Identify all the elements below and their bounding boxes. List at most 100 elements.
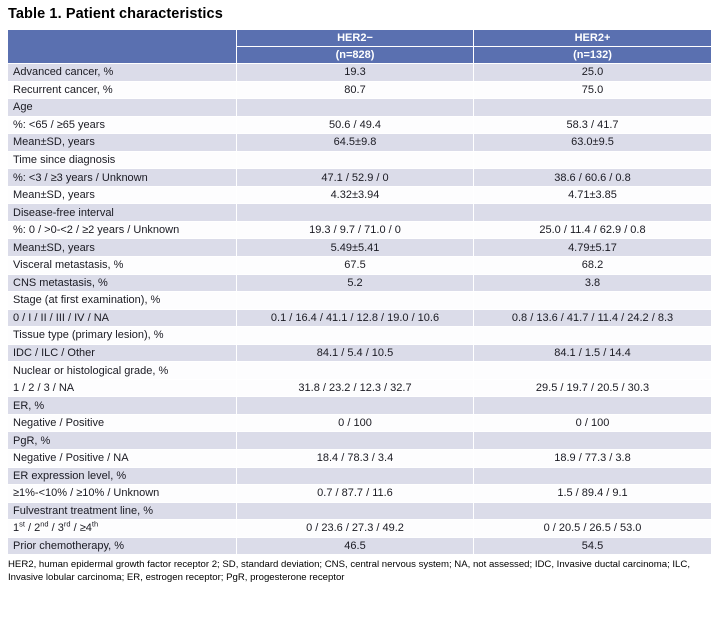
row-value (236, 326, 474, 345)
row-value (236, 361, 474, 380)
row-label: Time since diagnosis (7, 150, 237, 170)
row-value: 4.71±3.85 (473, 185, 712, 205)
table-row: ER expression level, % (7, 466, 712, 486)
table-row: PgR, % (7, 431, 712, 451)
row-label: Age (7, 98, 237, 117)
row-label: Mean±SD, years (7, 133, 237, 152)
table-row: ≥1%-<10% / ≥10% / Unknown 0.7 / 87.7 / 11… (7, 484, 712, 503)
row-value: 0 / 23.6 / 27.3 / 49.2 (236, 519, 474, 538)
row-value: 64.5±9.8 (236, 133, 474, 152)
abbreviations-footnote: HER2, human epidermal growth factor rece… (8, 559, 690, 583)
row-label: Nuclear or histological grade, % (7, 361, 237, 380)
row-value: 84.1 / 1.5 / 14.4 (473, 343, 712, 363)
table-row: Visceral metastasis, % 67.5 68.2 (7, 256, 712, 275)
row-value (236, 431, 474, 451)
table-row: Time since diagnosis (7, 150, 712, 170)
row-label: 1 / 2 / 3 / NA (7, 378, 237, 398)
row-value: 47.1 / 52.9 / 0 (236, 168, 474, 187)
row-value: 68.2 (473, 256, 712, 275)
row-label: Advanced cancer, % (7, 63, 237, 82)
row-label: Negative / Positive (7, 413, 237, 433)
row-value (473, 431, 712, 451)
row-value (473, 98, 712, 117)
row-label: PgR, % (7, 431, 237, 451)
table-row: Prior chemotherapy, % 46.5 54.5 (7, 536, 712, 556)
table-row: %: <3 / ≥3 years / Unknown 47.1 / 52.9 / … (7, 168, 712, 187)
row-value: 0.8 / 13.6 / 41.7 / 11.4 / 24.2 / 8.3 (473, 308, 712, 328)
table-row: Mean±SD, years 5.49±5.41 4.79±5.17 (7, 238, 712, 258)
table-row: 1st / 2nd / 3rd / ≥4th 0 / 23.6 / 27.3 / … (7, 519, 712, 538)
table-row: Stage (at first examination), % (7, 291, 712, 310)
row-label: 1st / 2nd / 3rd / ≥4th (7, 519, 237, 538)
row-value: 5.49±5.41 (236, 238, 474, 258)
table-row: Nuclear or histological grade, % (7, 361, 712, 380)
row-value (236, 291, 474, 310)
table-row: Recurrent cancer, % 80.7 75.0 (7, 80, 712, 100)
row-label: %: <3 / ≥3 years / Unknown (7, 168, 237, 187)
table-row: Disease-free interval (7, 203, 712, 222)
row-value: 1.5 / 89.4 / 9.1 (473, 484, 712, 503)
row-value: 25.0 / 11.4 / 62.9 / 0.8 (473, 220, 712, 240)
table-body: Advanced cancer, % 19.3 25.0 Recurrent canc… (7, 63, 712, 556)
table-row: Fulvestrant treatment line, % (7, 501, 712, 521)
header-her2-negative: HER2− (236, 29, 474, 47)
row-label: CNS metastasis, % (7, 273, 237, 293)
row-value: 0.7 / 87.7 / 11.6 (236, 484, 474, 503)
row-value: 54.5 (473, 536, 712, 556)
row-value: 4.32±3.94 (236, 185, 474, 205)
row-value: 5.2 (236, 273, 474, 293)
row-value: 80.7 (236, 80, 474, 100)
row-value (473, 361, 712, 380)
row-value: 0 / 100 (473, 413, 712, 433)
row-value: 4.79±5.17 (473, 238, 712, 258)
row-value (236, 501, 474, 521)
row-value (236, 396, 474, 415)
table-header: HER2− HER2+ (n=828) (n=132) (7, 29, 712, 64)
row-value (236, 466, 474, 486)
row-value: 25.0 (473, 63, 712, 82)
table-row: CNS metastasis, % 5.2 3.8 (7, 273, 712, 293)
row-value (236, 150, 474, 170)
row-value: 0 / 20.5 / 26.5 / 53.0 (473, 519, 712, 538)
row-label: Recurrent cancer, % (7, 80, 237, 100)
table-row: IDC / ILC / Other 84.1 / 5.4 / 10.5 84.1 /… (7, 343, 712, 363)
row-value: 18.9 / 77.3 / 3.8 (473, 449, 712, 468)
row-value: 84.1 / 5.4 / 10.5 (236, 343, 474, 363)
row-value (473, 203, 712, 222)
row-label: 0 / I / II / III / IV / NA (7, 308, 237, 328)
row-value (473, 396, 712, 415)
row-label: Prior chemotherapy, % (7, 536, 237, 556)
row-value (473, 150, 712, 170)
row-value (236, 98, 474, 117)
row-value: 46.5 (236, 536, 474, 556)
table-row: Negative / Positive / NA 18.4 / 78.3 / 3.… (7, 449, 712, 468)
row-value (473, 291, 712, 310)
row-value: 0.1 / 16.4 / 41.1 / 12.8 / 19.0 / 10.6 (236, 308, 474, 328)
row-label: Visceral metastasis, % (7, 256, 237, 275)
row-value: 18.4 / 78.3 / 3.4 (236, 449, 474, 468)
header-her2-positive: HER2+ (473, 29, 712, 47)
header-her2-negative-n: (n=828) (236, 46, 474, 64)
header-her2-positive-n: (n=132) (473, 46, 712, 64)
row-label: %: <65 / ≥65 years (7, 115, 237, 135)
row-value: 19.3 / 9.7 / 71.0 / 0 (236, 220, 474, 240)
row-label: ≥1%-<10% / ≥10% / Unknown (7, 484, 237, 503)
table-row: Advanced cancer, % 19.3 25.0 (7, 63, 712, 82)
row-value (473, 466, 712, 486)
row-value (236, 203, 474, 222)
row-value: 63.0±9.5 (473, 133, 712, 152)
table-row: Mean±SD, years 4.32±3.94 4.71±3.85 (7, 185, 712, 205)
table-row: Negative / Positive 0 / 100 0 / 100 (7, 413, 712, 433)
row-label: ER expression level, % (7, 466, 237, 486)
row-value (473, 326, 712, 345)
table-row: Age (7, 98, 712, 117)
row-label: Mean±SD, years (7, 185, 237, 205)
row-label: Fulvestrant treatment line, % (7, 501, 237, 521)
row-value: 29.5 / 19.7 / 20.5 / 30.3 (473, 378, 712, 398)
row-value: 50.6 / 49.4 (236, 115, 474, 135)
row-label: ER, % (7, 396, 237, 415)
table-row: 0 / I / II / III / IV / NA 0.1 / 16.4 / 4… (7, 308, 712, 328)
row-value: 58.3 / 41.7 (473, 115, 712, 135)
table-row: %: <65 / ≥65 years 50.6 / 49.4 58.3 / 41.7 (7, 115, 712, 135)
